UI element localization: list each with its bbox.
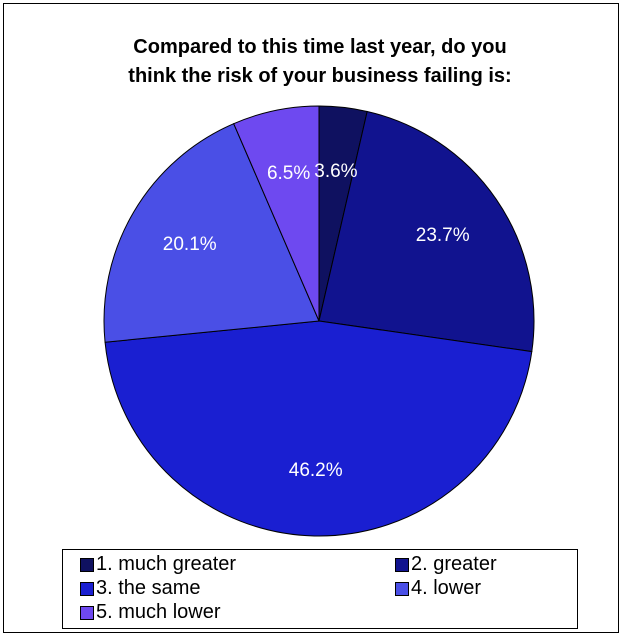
- chart-title-line-1: Compared to this time last year, do you: [133, 36, 507, 58]
- pie-data-label-4: 20.1%: [163, 234, 217, 255]
- legend-swatch-the-same: [80, 582, 94, 596]
- pie-data-label-5: 6.5%: [267, 163, 310, 184]
- chart-legend: 1. much greater 2. greater 3. the same 4…: [62, 549, 578, 629]
- chart-title-line-2: think the risk of your business failing …: [128, 65, 512, 87]
- legend-label-the-same: 3. the same: [96, 577, 201, 599]
- pie-slice-2: [318, 110, 535, 353]
- pie-slices: [103, 105, 535, 537]
- legend-label-lower: 4. lower: [411, 577, 482, 599]
- pie-data-label-3: 46.2%: [289, 460, 343, 481]
- pie-data-labels: 3.6% 23.7% 46.2% 20.1% 6.5%: [163, 161, 470, 481]
- pie-slice-5: [233, 105, 320, 322]
- pie-slice-3: [104, 320, 533, 537]
- legend-swatch-much-greater: [80, 558, 94, 572]
- pie-data-label-1: 3.6%: [314, 161, 357, 182]
- legend-swatch-lower: [395, 582, 409, 596]
- legend-label-much-lower: 5. much lower: [96, 601, 221, 623]
- legend-label-greater: 2. greater: [411, 553, 497, 575]
- pie-slice-4: [103, 122, 320, 343]
- legend-swatch-greater: [395, 558, 409, 572]
- legend-swatch-much-lower: [80, 606, 94, 620]
- chart-title: Compared to this time last year, do you …: [0, 33, 624, 91]
- pie-data-label-2: 23.7%: [416, 225, 470, 246]
- legend-label-much-greater: 1. much greater: [96, 553, 237, 575]
